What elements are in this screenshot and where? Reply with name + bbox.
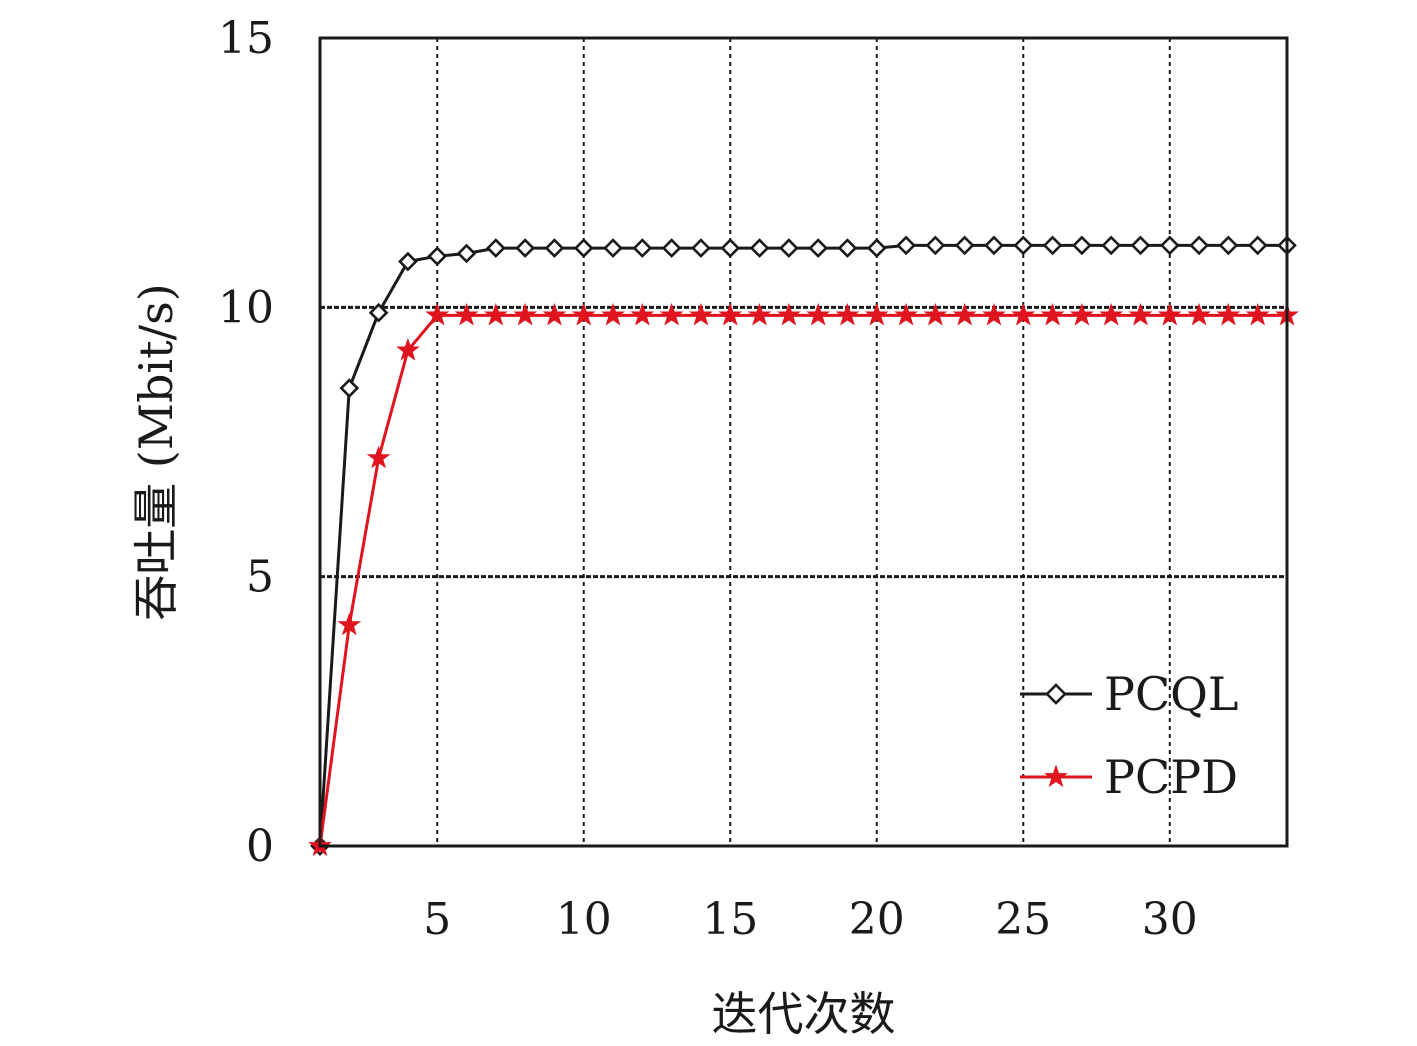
pcql-marker (427, 246, 448, 266)
y-tick-label: 5 (246, 552, 274, 603)
pcql-marker (1247, 235, 1268, 256)
pcql-marker (1013, 235, 1034, 256)
pcql-marker (398, 251, 418, 272)
pcpd-marker (747, 302, 772, 326)
pcpd-marker (923, 302, 948, 326)
pcpd-marker (1011, 302, 1036, 326)
pcpd-marker (454, 302, 479, 326)
y-tick-label: 10 (218, 282, 274, 333)
pcpd-marker (425, 302, 450, 326)
x-axis-title: 迭代次数 (712, 987, 896, 1041)
pcql-marker (603, 238, 623, 258)
pcpd-marker (366, 445, 391, 469)
pcpd-marker (1128, 302, 1153, 326)
pcpd-marker (689, 302, 713, 326)
legend-marker-pcpd (1044, 764, 1068, 788)
pcql-marker (1218, 235, 1239, 256)
pcql-marker (1130, 235, 1151, 256)
x-tick-label: 5 (423, 894, 451, 945)
legend-item-pcpd: PCPD (1020, 750, 1238, 804)
y-axis-title: 吞吐量 (Mbit/s) (129, 283, 183, 620)
pcql-marker (339, 378, 360, 398)
pcql-marker (749, 238, 770, 258)
pcql-marker (456, 243, 477, 264)
pcpd-marker (718, 302, 743, 326)
plot-frame (318, 36, 1289, 848)
legend-marker-pcql (1045, 683, 1067, 705)
pcql-marker (896, 235, 916, 256)
pcql-marker (779, 238, 799, 258)
x-tick-label: 10 (556, 894, 612, 945)
pcql-marker (1042, 235, 1063, 256)
pcpd-marker (894, 302, 918, 326)
pcql-marker (368, 302, 389, 323)
legend-label-pcpd: PCPD (1104, 750, 1238, 804)
pcpd-marker (952, 302, 977, 326)
legend-label-pcql: PCQL (1104, 667, 1238, 721)
pcpd-marker (776, 302, 801, 326)
pcpd-marker (513, 302, 538, 326)
pcql-marker (808, 238, 828, 258)
x-tick-label: 15 (702, 894, 758, 945)
pcpd-marker (1099, 302, 1124, 326)
legend: PCQL PCPD (1020, 667, 1238, 804)
pcql-marker (1159, 235, 1180, 256)
pcpd-line (318, 313, 1287, 847)
pcql-marker (1101, 235, 1122, 256)
pcpd-marker (1069, 302, 1094, 326)
pcpd-marker (806, 302, 831, 326)
grid-lines (320, 38, 1287, 846)
pcpd-marker (630, 302, 655, 326)
pcpd-marker (1157, 302, 1182, 326)
x-tick-label: 20 (849, 894, 905, 945)
x-tick-label: 25 (995, 894, 1051, 945)
pcql-marker (691, 238, 711, 258)
pcpd-marker (659, 302, 684, 326)
pcpd-marker (982, 302, 1006, 326)
pcpd-marker (1216, 302, 1241, 326)
pcql-marker (837, 238, 858, 258)
pcpd-marker (542, 302, 567, 326)
pcpd-marker (571, 302, 596, 326)
pcpd-marker (1040, 302, 1065, 326)
pcql-series (310, 235, 1297, 856)
pcql-marker (515, 238, 535, 258)
pcpd-marker (1245, 302, 1270, 326)
pcql-marker (1189, 235, 1209, 256)
pcql-marker (661, 238, 682, 258)
tick-labels: 5 10 15 20 25 30 0 5 10 15 (218, 13, 1198, 945)
pcql-marker (720, 238, 741, 258)
pcql-marker (1072, 235, 1092, 256)
pcpd-marker (396, 337, 420, 361)
pcql-marker (573, 238, 594, 258)
pcql-line (318, 243, 1287, 847)
pcql-marker (544, 238, 565, 258)
y-tick-label: 0 (246, 821, 274, 872)
legend-item-pcql: PCQL (1020, 667, 1238, 721)
pcql-marker (984, 235, 1004, 256)
pcpd-marker (483, 302, 508, 326)
pcpd-marker (337, 612, 362, 636)
pcql-marker (925, 235, 946, 256)
y-tick-label: 15 (218, 13, 274, 64)
pcpd-marker (835, 302, 860, 326)
pcql-marker (485, 238, 506, 258)
pcql-marker (954, 235, 975, 256)
pcpd-marker (864, 302, 889, 326)
pcql-marker (866, 238, 887, 258)
x-tick-label: 30 (1142, 894, 1198, 945)
pcpd-marker (601, 302, 625, 326)
pcpd-marker (1187, 302, 1211, 326)
pcql-marker (632, 238, 653, 258)
